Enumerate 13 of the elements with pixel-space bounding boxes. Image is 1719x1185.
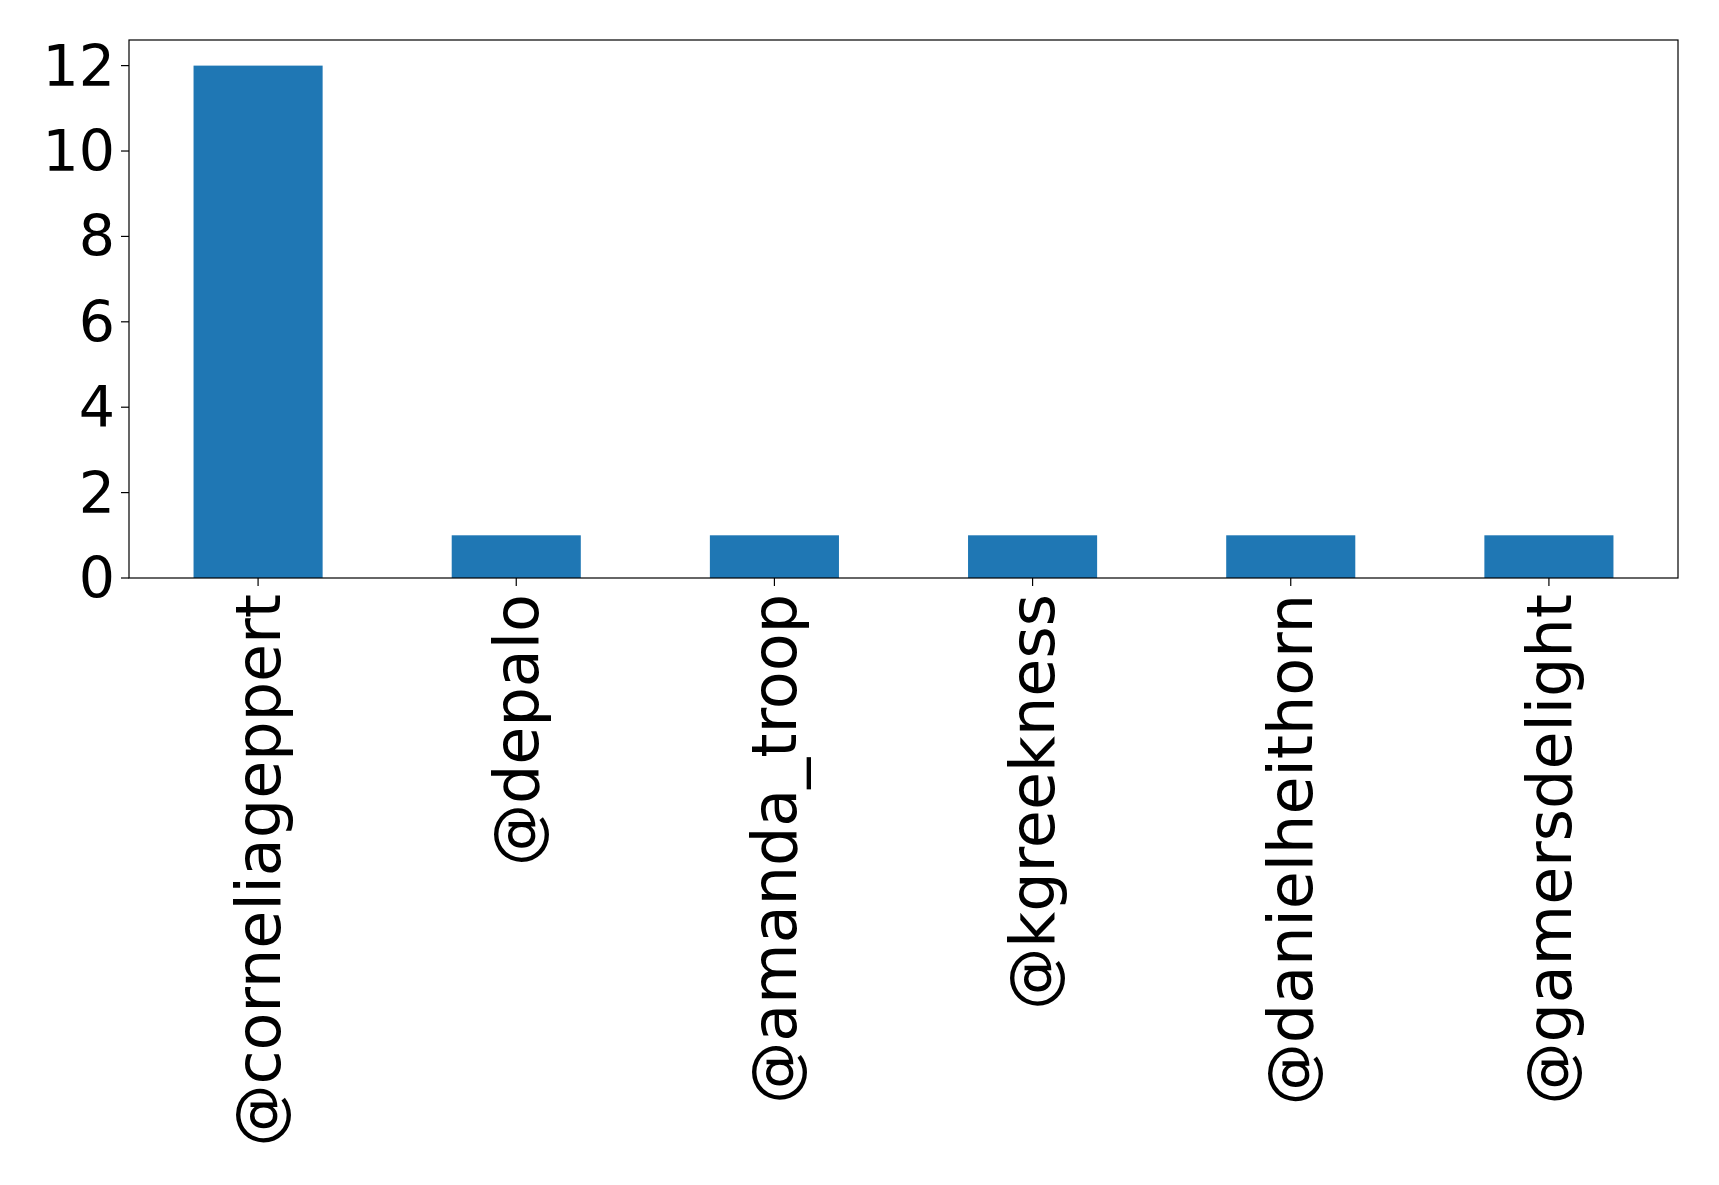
y-tick-label: 10 [42,117,115,184]
x-tick-label: @kgreekness [996,594,1070,1010]
y-tick-label: 0 [78,544,115,611]
x-tick-label: @corneliageppert [221,594,295,1147]
y-tick-label: 6 [78,288,115,355]
y-tick-label: 12 [42,32,115,99]
x-tick-label: @depalo [479,594,553,867]
y-tick-label: 2 [78,459,115,526]
x-tick-label: @danielheithorn [1254,594,1328,1106]
y-tick-label: 8 [78,203,115,270]
y-tick-label: 4 [78,374,115,441]
x-tick-label: @gamersdelight [1512,594,1586,1105]
x-tick-label: @amanda_troop [738,594,812,1104]
